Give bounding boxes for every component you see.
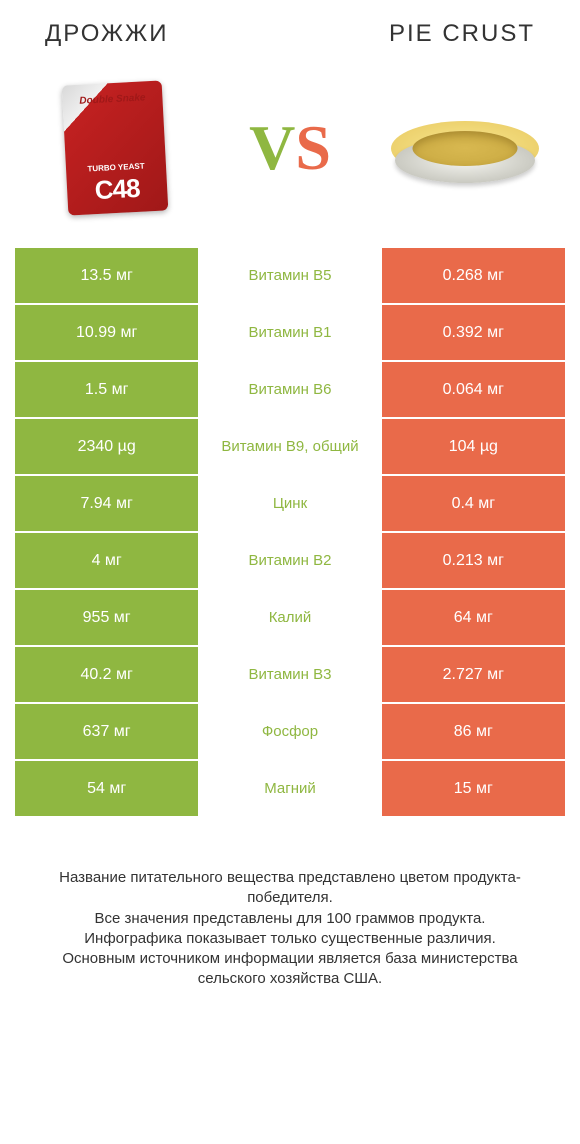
yeast-turbo-label: TURBO YEAST	[87, 161, 145, 173]
left-value-cell: 10.99 мг	[15, 305, 198, 362]
right-value-cell: 0.4 мг	[382, 476, 565, 533]
nutrient-name-cell: Калий	[198, 590, 381, 647]
hero-row: Double Snake TURBO YEAST C48 VS	[15, 68, 565, 248]
footer-line: Основным источником информации является …	[30, 949, 550, 990]
nutrient-name-cell: Витамин B5	[198, 248, 381, 305]
vs-v: V	[249, 112, 295, 183]
left-value-cell: 7.94 мг	[15, 476, 198, 533]
yeast-brand-label: Double Snake	[79, 93, 146, 106]
left-product-image: Double Snake TURBO YEAST C48	[45, 78, 185, 218]
table-row: 4 мгВитамин B20.213 мг	[15, 533, 565, 590]
comparison-table: 13.5 мгВитамин B50.268 мг10.99 мгВитамин…	[15, 248, 565, 818]
left-value-cell: 1.5 мг	[15, 362, 198, 419]
table-row: 54 мгМагний15 мг	[15, 761, 565, 818]
table-row: 1.5 мгВитамин B60.064 мг	[15, 362, 565, 419]
right-product-title: PIE CRUST	[389, 20, 535, 48]
vs-s: S	[295, 112, 331, 183]
right-value-cell: 0.268 мг	[382, 248, 565, 305]
table-row: 955 мгКалий64 мг	[15, 590, 565, 647]
yeast-code-label: C48	[94, 173, 140, 206]
footer-line: Все значения представлены для 100 граммо…	[30, 909, 550, 929]
left-value-cell: 54 мг	[15, 761, 198, 818]
table-row: 7.94 мгЦинк0.4 мг	[15, 476, 565, 533]
table-row: 13.5 мгВитамин B50.268 мг	[15, 248, 565, 305]
left-value-cell: 40.2 мг	[15, 647, 198, 704]
left-value-cell: 637 мг	[15, 704, 198, 761]
right-value-cell: 86 мг	[382, 704, 565, 761]
table-row: 637 мгФосфор86 мг	[15, 704, 565, 761]
header: ДРОЖЖИ PIE CRUST	[15, 20, 565, 68]
right-value-cell: 15 мг	[382, 761, 565, 818]
table-row: 40.2 мгВитамин B32.727 мг	[15, 647, 565, 704]
yeast-packet-icon: Double Snake TURBO YEAST C48	[62, 80, 169, 215]
vs-label: VS	[249, 111, 331, 185]
left-value-cell: 4 мг	[15, 533, 198, 590]
left-value-cell: 955 мг	[15, 590, 198, 647]
table-row: 2340 µgВитамин B9, общий104 µg	[15, 419, 565, 476]
left-value-cell: 2340 µg	[15, 419, 198, 476]
nutrient-name-cell: Витамин B2	[198, 533, 381, 590]
right-value-cell: 0.064 мг	[382, 362, 565, 419]
left-value-cell: 13.5 мг	[15, 248, 198, 305]
nutrient-name-cell: Витамин B3	[198, 647, 381, 704]
footer-notes: Название питательного вещества представл…	[15, 818, 565, 990]
nutrient-name-cell: Магний	[198, 761, 381, 818]
right-value-cell: 0.213 мг	[382, 533, 565, 590]
right-value-cell: 2.727 мг	[382, 647, 565, 704]
nutrient-name-cell: Витамин B1	[198, 305, 381, 362]
nutrient-name-cell: Витамин B9, общий	[198, 419, 381, 476]
right-value-cell: 104 µg	[382, 419, 565, 476]
nutrient-name-cell: Цинк	[198, 476, 381, 533]
footer-line: Инфографика показывает только существенн…	[30, 929, 550, 949]
table-row: 10.99 мгВитамин B10.392 мг	[15, 305, 565, 362]
right-value-cell: 0.392 мг	[382, 305, 565, 362]
nutrient-name-cell: Фосфор	[198, 704, 381, 761]
left-product-title: ДРОЖЖИ	[45, 20, 168, 48]
pie-crust-icon	[395, 108, 535, 188]
footer-line: Название питательного вещества представл…	[30, 868, 550, 909]
right-product-image	[395, 78, 535, 218]
nutrient-name-cell: Витамин B6	[198, 362, 381, 419]
right-value-cell: 64 мг	[382, 590, 565, 647]
